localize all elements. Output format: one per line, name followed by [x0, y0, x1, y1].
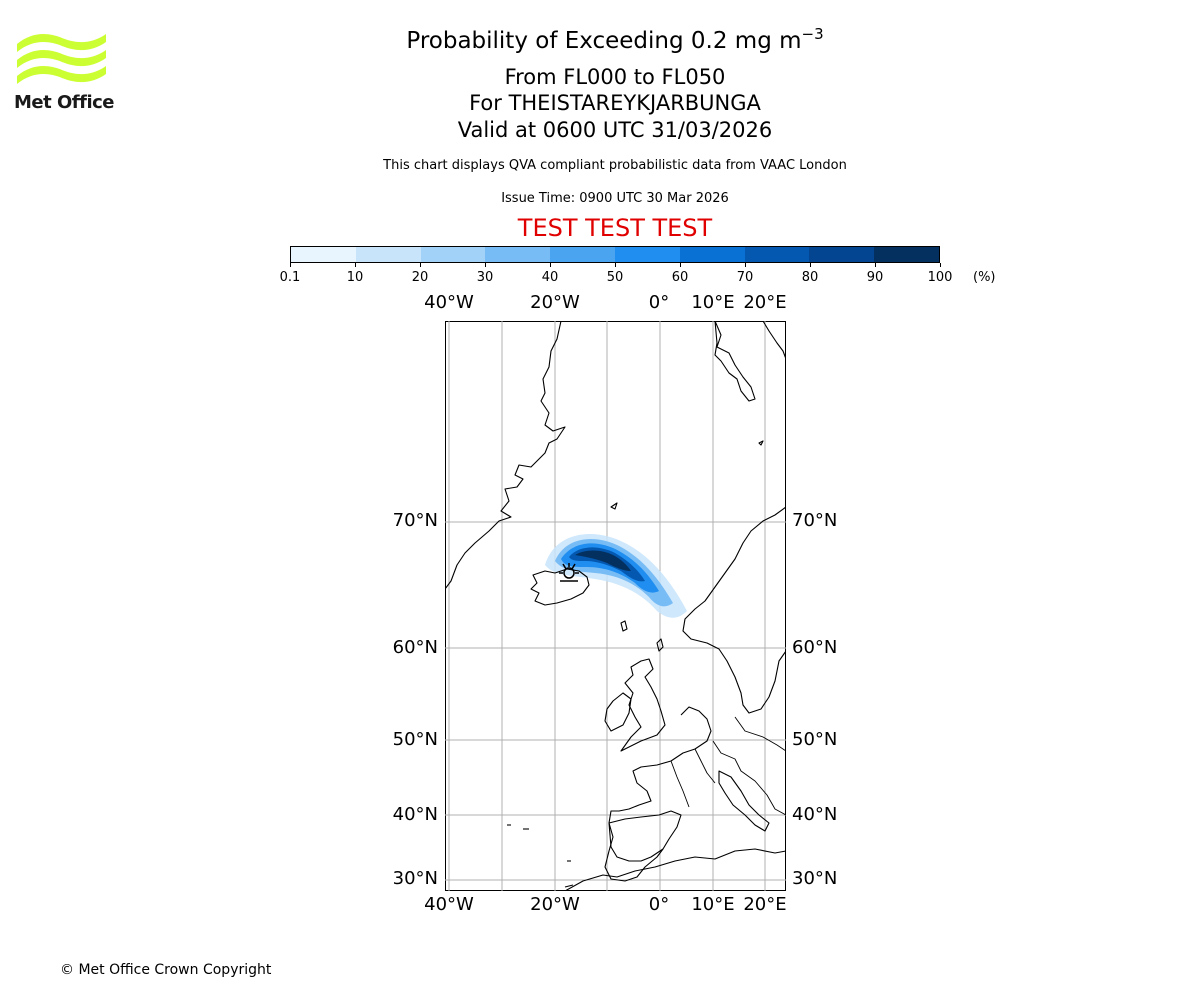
colorbar-segment [420, 247, 486, 262]
axis-label: 50°N [392, 729, 438, 750]
colorbar-tick [419, 263, 421, 267]
axis-label: 70°N [792, 510, 838, 531]
colorbar-tick-label: 60 [671, 270, 689, 285]
colorbar-tick [289, 263, 291, 267]
colorbar-segment [614, 247, 680, 262]
colorbar-tick-label: 10 [346, 270, 364, 285]
logo-text: Met Office [14, 92, 115, 113]
colorbar-segment [679, 247, 745, 262]
valid-time: Valid at 0600 UTC 31/03/2026 [457, 118, 773, 142]
axis-label: 60°N [392, 637, 438, 658]
axis-label: 0° [648, 292, 670, 313]
chart-title: Probability of Exceeding 0.2 mg m−3 [0, 26, 1200, 56]
colorbar-tick-label: 30 [476, 270, 494, 285]
test-banner: TEST TEST TEST [517, 214, 713, 242]
colorbar-tick [484, 263, 486, 267]
axis-label: 10°E [691, 292, 735, 313]
colorbar-tick [809, 263, 811, 267]
colorbar-tick [874, 263, 876, 267]
colorbar-tick-label: 20 [411, 270, 429, 285]
colorbar-segment [550, 247, 615, 262]
volcano-icon [559, 563, 579, 582]
copyright-notice: © Met Office Crown Copyright [60, 962, 272, 978]
colorbar-tick-label: 90 [866, 270, 884, 285]
colorbar-tick-label: 100 [927, 270, 953, 285]
axis-label: 0° [648, 894, 670, 915]
axis-label: 20°W [530, 292, 580, 313]
ash-probability-plume [545, 533, 687, 618]
graticule [445, 321, 786, 891]
title-superscript: −3 [801, 25, 824, 43]
colorbar-tick-label: 80 [801, 270, 819, 285]
colorbar-segment [809, 247, 875, 262]
axis-label: 40°W [424, 894, 474, 915]
axis-label: 70°N [392, 510, 438, 531]
axis-label: 20°E [743, 894, 787, 915]
title-main: Probability of Exceeding 0.2 mg m [406, 28, 802, 54]
axis-label: 60°N [792, 637, 838, 658]
colorbar-tick [679, 263, 681, 267]
colorbar-segment [485, 247, 551, 262]
colorbar-tick [744, 263, 746, 267]
colorbar-tick [939, 263, 941, 267]
map-panel [445, 321, 786, 891]
colorbar-unit: (%) [973, 270, 996, 285]
axis-label: 50°N [792, 729, 838, 750]
colorbar-tick [614, 263, 616, 267]
colorbar-tick-label: 50 [606, 270, 624, 285]
colorbar-tick-label: 40 [541, 270, 559, 285]
colorbar-segment [874, 247, 939, 262]
colorbar-segment [291, 247, 356, 262]
colorbar-tick-label: 0.1 [279, 270, 301, 285]
colorbar-segment [355, 247, 421, 262]
axis-label: 40°N [392, 804, 438, 825]
axis-label: 40°N [792, 804, 838, 825]
probability-colorbar [290, 246, 940, 263]
chart-description: This chart displays QVA compliant probab… [383, 158, 847, 173]
axis-label: 20°W [530, 894, 580, 915]
colorbar-segment [744, 247, 810, 262]
colorbar-tick [354, 263, 356, 267]
axis-label: 20°E [743, 292, 787, 313]
axis-label: 30°N [392, 868, 438, 889]
issue-time: Issue Time: 0900 UTC 30 Mar 2026 [501, 191, 729, 206]
axis-label: 30°N [792, 868, 838, 889]
coastlines [445, 321, 786, 891]
volcano-name: For THEISTAREYKJARBUNGA [469, 91, 761, 115]
flight-level-range: From FL000 to FL050 [504, 65, 726, 89]
axis-label: 40°W [424, 292, 474, 313]
colorbar-tick-label: 70 [736, 270, 754, 285]
colorbar-tick [549, 263, 551, 267]
met-office-logo-icon [17, 34, 106, 84]
axis-label: 10°E [691, 894, 735, 915]
